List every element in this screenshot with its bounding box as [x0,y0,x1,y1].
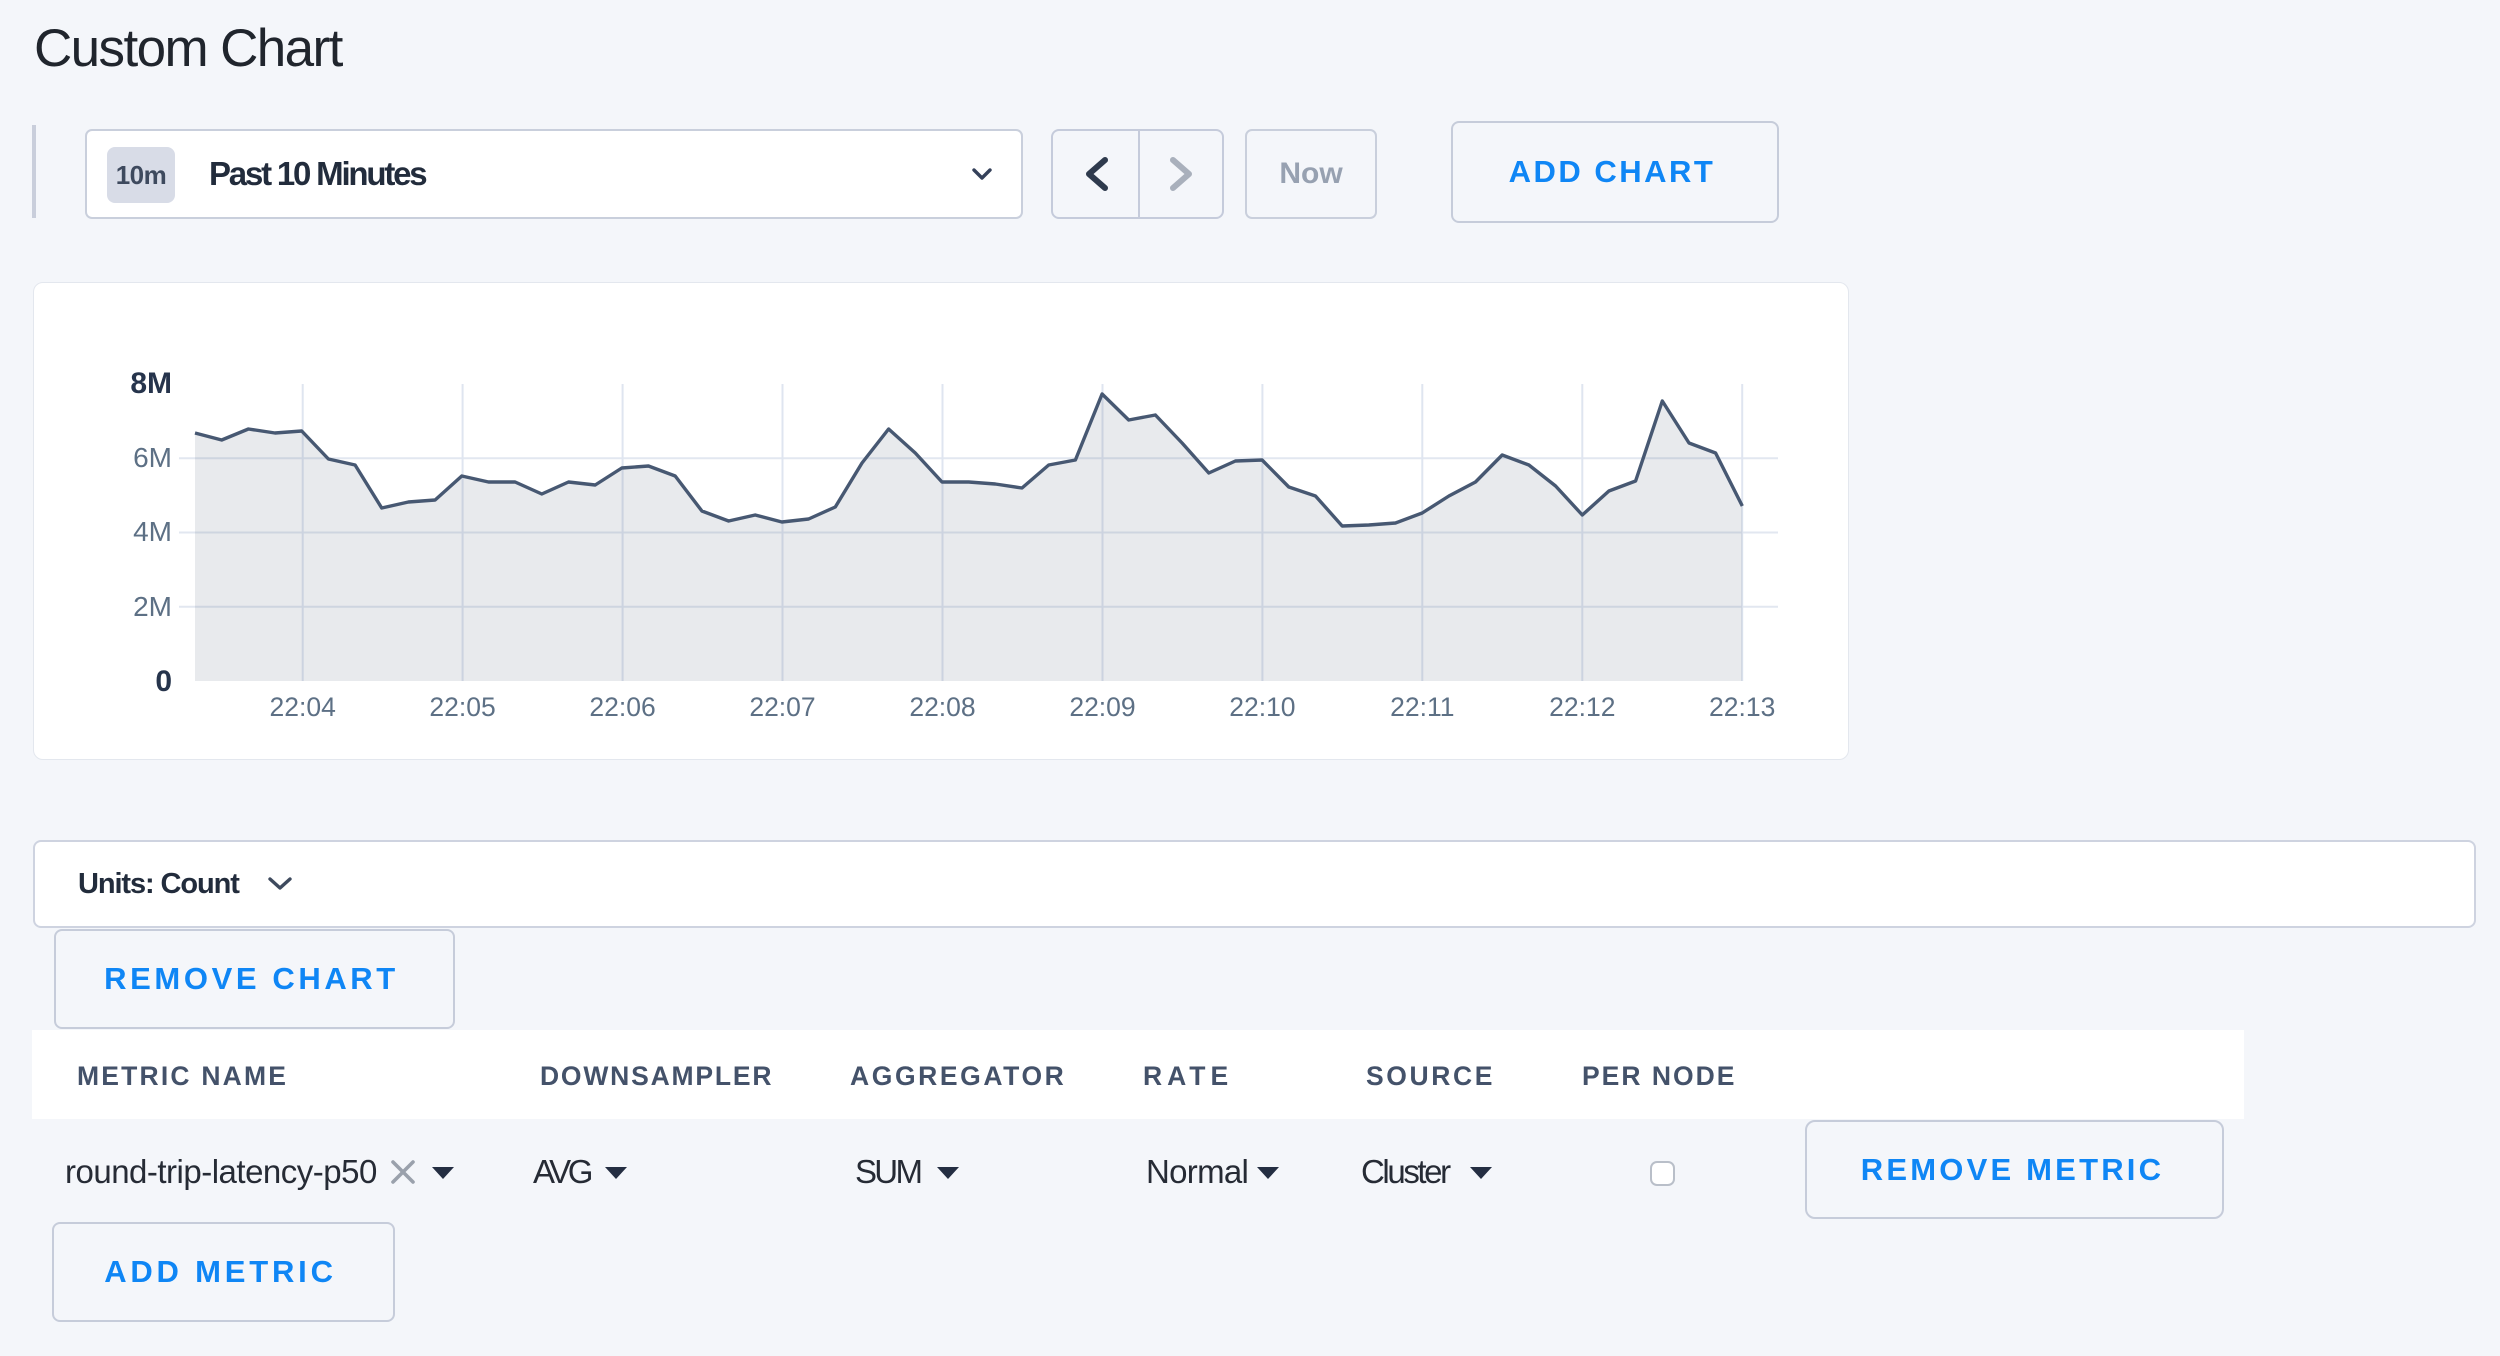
svg-text:4M: 4M [133,516,172,547]
svg-text:22:06: 22:06 [589,692,655,722]
svg-text:0: 0 [155,665,172,698]
svg-text:22:07: 22:07 [749,692,815,722]
svg-text:22:13: 22:13 [1709,692,1775,722]
svg-text:8M: 8M [130,367,172,400]
svg-text:22:11: 22:11 [1390,692,1454,722]
svg-text:22:09: 22:09 [1069,692,1135,722]
svg-text:22:12: 22:12 [1549,692,1615,722]
svg-text:22:05: 22:05 [429,692,495,722]
svg-text:2M: 2M [133,591,172,622]
svg-text:22:10: 22:10 [1229,692,1295,722]
svg-text:22:08: 22:08 [909,692,975,722]
svg-text:22:04: 22:04 [270,692,336,722]
svg-text:6M: 6M [133,442,172,473]
